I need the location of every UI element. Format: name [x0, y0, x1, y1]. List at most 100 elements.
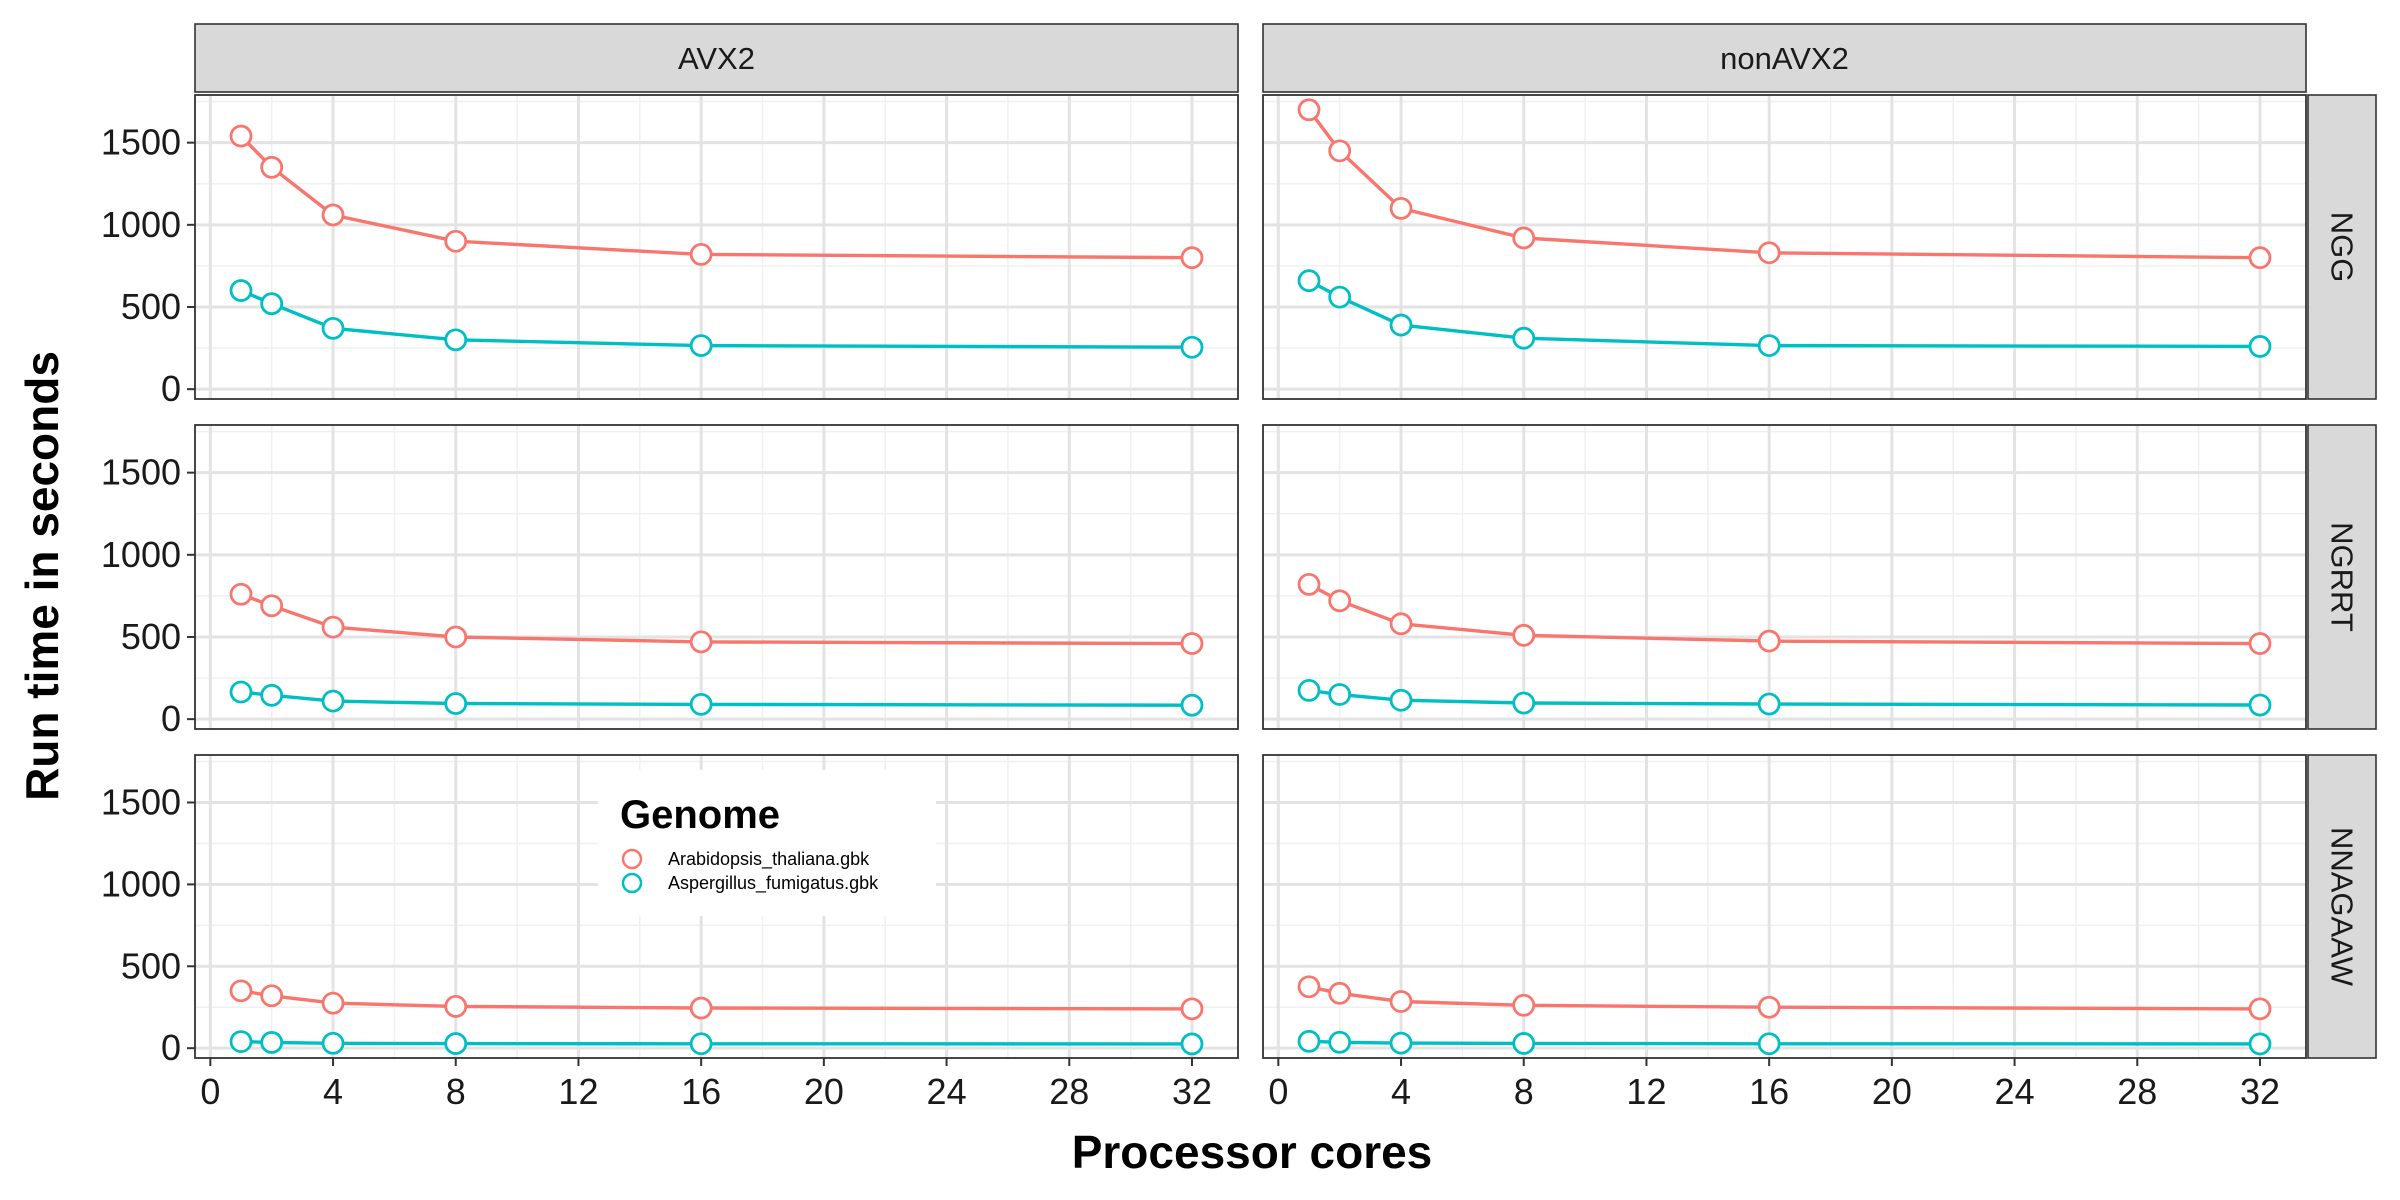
data-point-nonavx2-ngrrt-1	[1757, 692, 1781, 716]
data-point-nonavx2-ngrrt-0	[1512, 623, 1536, 647]
legend-entry-1: Aspergillus_fumigatus.gbk	[668, 873, 879, 894]
data-point-nonavx2-ngg-0	[1389, 196, 1413, 220]
data-point-nonavx2-nnagaaw-1	[2248, 1032, 2272, 1056]
data-point-nonavx2-nnagaaw-1	[1757, 1032, 1781, 1056]
data-point-avx2-ngrrt-1	[444, 692, 468, 715]
x-tick-label: 8	[1514, 1071, 1534, 1112]
y-tick-label: 0	[161, 1027, 181, 1068]
x-tick-label: 28	[1049, 1071, 1089, 1112]
data-point-avx2-nnagaaw-0	[1180, 997, 1204, 1021]
data-point-avx2-ngg-1	[260, 292, 284, 316]
y-tick-label: 1500	[101, 122, 181, 163]
data-point-avx2-ngrrt-1	[689, 692, 713, 716]
data-point-avx2-ngg-0	[444, 229, 468, 253]
data-point-nonavx2-ngrrt-1	[1389, 688, 1413, 712]
data-point-nonavx2-ngg-0	[2248, 246, 2272, 270]
data-point-avx2-nnagaaw-1	[321, 1031, 345, 1055]
strip-label-nnagaaw: NNAGAAW	[2325, 827, 2360, 987]
data-point-avx2-ngg-1	[1180, 335, 1204, 359]
y-tick-label: 0	[161, 698, 181, 739]
legend-title: Genome	[620, 793, 780, 837]
x-tick-label: 32	[1172, 1071, 1212, 1112]
panel-background-avx2-ngrrt	[195, 425, 1238, 729]
data-point-nonavx2-ngg-1	[1328, 285, 1352, 309]
data-point-avx2-nnagaaw-0	[321, 991, 345, 1015]
data-point-avx2-ngrrt-0	[689, 630, 713, 654]
data-point-avx2-ngrrt-0	[321, 615, 345, 639]
legend-key-0	[621, 848, 643, 870]
data-point-avx2-ngg-1	[321, 316, 345, 340]
strip-ngrrt	[2307, 424, 2377, 730]
data-point-nonavx2-nnagaaw-0	[1328, 981, 1352, 1005]
data-point-nonavx2-ngg-1	[1757, 334, 1781, 357]
data-point-nonavx2-ngrrt-0	[1389, 612, 1413, 636]
x-tick-label: 16	[681, 1071, 721, 1112]
panel-border-avx2-ngrrt	[194, 424, 1239, 730]
strip-nnagaaw	[2307, 754, 2377, 1059]
x-tick-label: 16	[1749, 1071, 1789, 1112]
data-point-nonavx2-nnagaaw-1	[1328, 1030, 1352, 1054]
data-point-nonavx2-nnagaaw-1	[1389, 1031, 1413, 1055]
data-point-nonavx2-ngg-0	[1512, 226, 1536, 250]
x-tick-label: 8	[446, 1071, 466, 1112]
data-point-avx2-ngrrt-1	[321, 689, 345, 713]
y-tick-label: 1500	[101, 452, 181, 493]
panel-border-avx2-ngg	[194, 94, 1239, 400]
data-point-avx2-nnagaaw-0	[229, 979, 253, 1003]
data-point-avx2-nnagaaw-1	[444, 1032, 468, 1055]
strip-nonavx2	[1262, 23, 2307, 93]
data-point-avx2-ngg-1	[444, 328, 468, 352]
strip-label-avx2: AVX2	[678, 41, 755, 76]
x-tick-label: 12	[558, 1071, 598, 1112]
x-tick-label: 24	[927, 1071, 967, 1112]
y-tick-label: 1000	[101, 534, 181, 575]
data-point-nonavx2-ngg-0	[1297, 98, 1321, 122]
x-tick-label: 20	[804, 1071, 844, 1112]
data-point-nonavx2-ngrrt-0	[1297, 572, 1321, 596]
strip-ngg	[2307, 94, 2377, 400]
data-point-nonavx2-ngrrt-0	[1328, 589, 1352, 613]
strip-label-ngg: NGG	[2325, 212, 2360, 283]
x-axis-title: Processor cores	[1072, 1126, 1433, 1178]
data-point-avx2-ngg-1	[229, 279, 253, 302]
data-point-avx2-ngg-0	[1180, 246, 1204, 270]
data-point-avx2-nnagaaw-1	[1180, 1032, 1204, 1056]
data-point-nonavx2-ngg-1	[1389, 313, 1413, 337]
x-tick-label: 24	[1995, 1071, 2035, 1112]
panel-background-nonavx2-nnagaaw	[1263, 755, 2306, 1058]
panel-background-nonavx2-ngrrt	[1263, 425, 2306, 729]
data-point-nonavx2-nnagaaw-0	[1297, 975, 1321, 999]
data-point-avx2-nnagaaw-1	[260, 1031, 284, 1054]
data-point-nonavx2-ngg-1	[1297, 269, 1321, 293]
strip-label-ngrrt: NGRRT	[2325, 522, 2360, 632]
data-point-avx2-ngrrt-0	[260, 594, 284, 618]
y-tick-label: 1000	[101, 863, 181, 904]
data-point-nonavx2-ngrrt-1	[1328, 683, 1352, 706]
data-point-avx2-ngrrt-0	[1180, 632, 1204, 655]
data-point-nonavx2-ngg-1	[1512, 326, 1536, 350]
data-point-nonavx2-ngg-0	[1757, 241, 1781, 265]
data-point-nonavx2-nnagaaw-0	[1757, 995, 1781, 1019]
panel-border-nonavx2-ngg	[1262, 94, 2307, 400]
strip-label-nonavx2: nonAVX2	[1720, 41, 1849, 76]
y-axis-title: Run time in seconds	[16, 351, 68, 801]
data-point-avx2-ngrrt-1	[229, 680, 253, 704]
data-point-nonavx2-nnagaaw-0	[1512, 993, 1536, 1017]
data-point-avx2-nnagaaw-0	[444, 995, 468, 1018]
x-tick-label: 0	[200, 1071, 220, 1112]
x-tick-label: 4	[323, 1071, 343, 1112]
data-point-nonavx2-ngrrt-0	[2248, 632, 2272, 655]
data-point-avx2-nnagaaw-1	[689, 1032, 713, 1056]
panel-background-avx2-ngg	[195, 95, 1238, 399]
x-tick-label: 4	[1391, 1071, 1411, 1112]
data-point-nonavx2-ngrrt-1	[2248, 693, 2272, 717]
data-point-avx2-ngrrt-1	[260, 683, 284, 707]
data-point-nonavx2-ngg-0	[1328, 139, 1352, 163]
data-point-avx2-nnagaaw-0	[260, 984, 284, 1008]
data-point-avx2-nnagaaw-0	[689, 996, 713, 1020]
data-point-nonavx2-ngrrt-0	[1757, 629, 1781, 653]
y-tick-label: 0	[161, 368, 181, 409]
legend-box	[598, 770, 936, 916]
data-point-avx2-ngg-0	[689, 242, 713, 266]
